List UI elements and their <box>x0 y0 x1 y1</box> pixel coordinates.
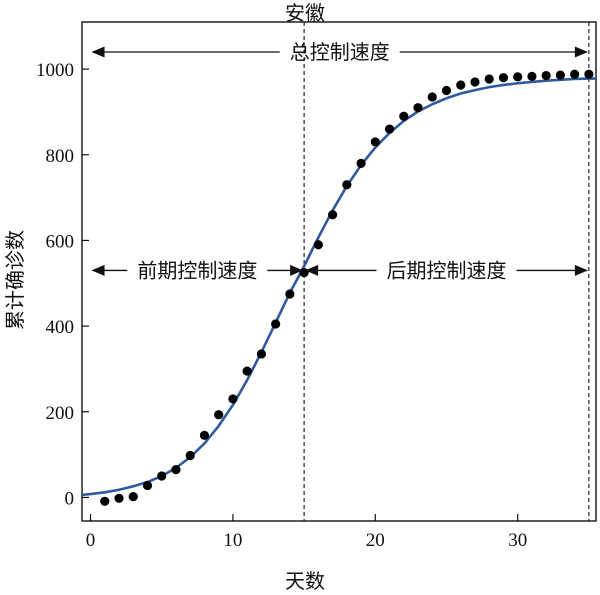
late-speed-arrowhead-right <box>574 264 588 276</box>
data-point <box>527 71 537 81</box>
data-point <box>570 69 580 79</box>
data-point <box>199 430 210 440</box>
data-point <box>456 80 466 90</box>
data-point <box>370 137 380 147</box>
plot-frame <box>81 21 597 522</box>
data-point <box>242 366 252 376</box>
total-speed-arrowhead-left <box>91 46 105 58</box>
data-point <box>100 496 110 506</box>
data-point <box>555 70 566 80</box>
data-point <box>484 74 494 84</box>
data-point <box>470 77 480 87</box>
axes-layer <box>81 21 597 522</box>
data-point <box>271 319 281 329</box>
data-point <box>128 491 138 502</box>
data-point <box>399 111 409 121</box>
data-point <box>498 73 509 83</box>
data-point <box>427 92 437 102</box>
data-point <box>327 210 338 220</box>
data-point <box>157 471 167 481</box>
data-point <box>299 267 309 278</box>
data-point <box>313 240 323 250</box>
x-tick-label: 0 <box>86 530 96 551</box>
late-speed-arrowhead-left <box>305 264 319 276</box>
x-tick-label: 30 <box>508 530 527 551</box>
y-tick-label: 0 <box>65 488 75 509</box>
data-point <box>214 410 224 420</box>
total-speed-arrowhead-right <box>574 46 588 58</box>
data-point <box>356 158 366 168</box>
x-tick-label: 10 <box>223 530 242 551</box>
total-speed-label: 总控制速度 <box>290 40 390 64</box>
early-speed-arrowhead-left <box>91 264 105 276</box>
data-point <box>228 394 238 404</box>
data-point <box>256 349 267 359</box>
y-tick-label: 600 <box>46 231 75 252</box>
chart-title: 安徽 <box>285 1 325 25</box>
curve-layer <box>81 77 596 497</box>
data-point <box>185 450 195 461</box>
fitted-curve <box>81 77 596 497</box>
y-tick-label: 200 <box>46 403 75 424</box>
ticks-layer: 0 10 20 30 0 200 400 600 800 1000 <box>36 60 527 551</box>
y-tick-label: 1000 <box>36 60 74 81</box>
x-tick-label: 20 <box>366 530 385 551</box>
y-axis-label: 累计确诊数 <box>3 230 27 330</box>
vlines-layer <box>303 22 590 521</box>
data-point <box>171 465 181 475</box>
data-point <box>142 480 153 491</box>
data-point <box>413 103 423 113</box>
data-point <box>285 289 295 299</box>
data-point <box>342 180 352 190</box>
data-point <box>541 70 551 81</box>
data-point <box>441 85 452 96</box>
early-speed-label: 前期控制速度 <box>137 258 257 282</box>
data-point <box>384 124 395 134</box>
late-speed-label: 后期控制速度 <box>386 258 506 282</box>
y-tick-label: 400 <box>46 317 75 338</box>
early-speed-arrowhead-right <box>290 264 304 276</box>
data-point <box>114 493 124 503</box>
data-point <box>584 69 594 79</box>
points-layer <box>100 69 594 506</box>
data-point <box>513 72 523 82</box>
y-tick-label: 800 <box>46 146 75 167</box>
x-axis-label: 天数 <box>285 569 325 593</box>
